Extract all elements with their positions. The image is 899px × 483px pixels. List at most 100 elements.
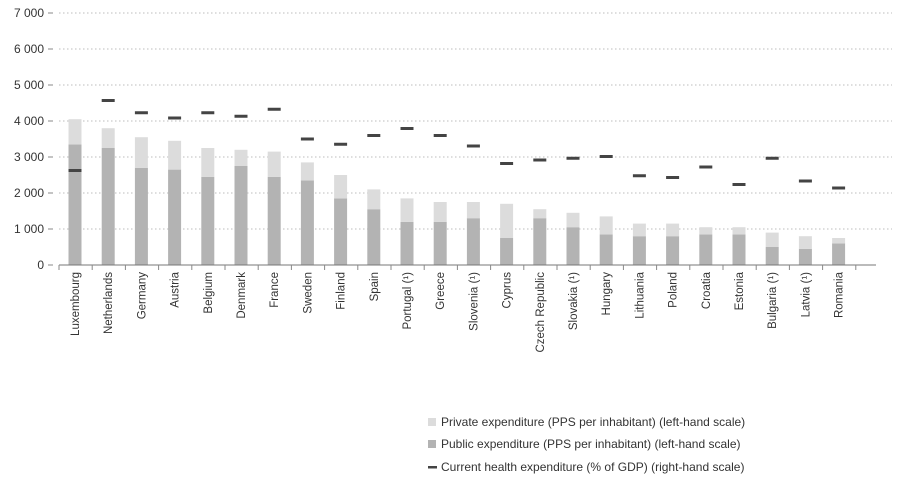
- x-category-label: Slovakia (¹): [568, 272, 580, 330]
- x-category-label: Belgium: [203, 272, 215, 314]
- y-tick-label: 1 000: [14, 222, 44, 236]
- bar-public: [500, 238, 514, 265]
- bar-public: [433, 221, 447, 265]
- bar-public: [168, 169, 182, 265]
- bar-private: [234, 149, 248, 166]
- y-tick-label: 0: [37, 258, 44, 272]
- x-category-label: Portugal (¹): [402, 272, 414, 330]
- bar-private: [699, 227, 713, 235]
- gdp-marker: [765, 156, 779, 160]
- bar-private: [101, 128, 115, 148]
- gdp-marker: [101, 99, 115, 102]
- gdp-marker: [334, 142, 348, 146]
- bar-public: [666, 236, 680, 265]
- x-category-label: France: [269, 272, 281, 308]
- gdp-marker: [400, 127, 414, 130]
- bar-private: [300, 162, 314, 181]
- bar-private: [334, 175, 348, 199]
- x-category-label: Romania: [834, 271, 846, 318]
- x-category-label: Finland: [336, 272, 348, 310]
- gdp-marker: [134, 111, 148, 115]
- bar-private: [168, 140, 182, 170]
- x-category-label: Czech Republic: [535, 272, 547, 353]
- gdp-marker: [666, 176, 680, 179]
- x-category-label: Slovenia (¹): [468, 272, 480, 331]
- bar-public: [68, 144, 82, 265]
- bar-public: [566, 227, 580, 265]
- bar-private: [267, 151, 281, 177]
- x-category-label: Lithuania: [634, 271, 646, 318]
- gdp-marker: [533, 158, 547, 162]
- legend-item-private: Private expenditure (PPS per inhabitant)…: [428, 415, 745, 429]
- y-axis-ticks: 7 000 6 000 5 000 4 000 3 000 2 000 1 000 0: [14, 6, 53, 272]
- y-tick-label: 7 000: [14, 6, 44, 20]
- bar-public: [101, 148, 115, 265]
- gdp-marker: [466, 144, 480, 148]
- x-category-label: Latvia (¹): [800, 272, 812, 318]
- x-category-label: Hungary: [601, 272, 613, 316]
- gdp-marker: [433, 134, 447, 137]
- bar-private: [466, 202, 480, 219]
- gdp-marker: [68, 169, 82, 172]
- bars: [68, 119, 846, 265]
- x-category-label: Denmark: [236, 272, 248, 319]
- bar-public: [234, 166, 248, 265]
- bar-private: [832, 238, 846, 244]
- legend: Private expenditure (PPS per inhabitant)…: [428, 415, 745, 474]
- bar-private: [68, 119, 82, 145]
- legend-label-public: Public expenditure (PPS per inhabitant) …: [441, 437, 741, 451]
- bar-public: [732, 234, 746, 265]
- y-tick-label: 4 000: [14, 114, 44, 128]
- bar-private: [566, 212, 580, 228]
- bar-private: [367, 189, 381, 210]
- bar-private: [201, 148, 215, 177]
- bar-private: [433, 202, 447, 222]
- x-category-label: Cyprus: [502, 272, 514, 309]
- x-axis-category-labels: Luxembourg Netherlands Germany Austria Belgi…: [58, 265, 857, 353]
- bar-public: [400, 221, 414, 265]
- gdp-marker: [234, 114, 248, 118]
- legend-item-public: Public expenditure (PPS per inhabitant) …: [428, 437, 741, 451]
- y-tick-label: 3 000: [14, 150, 44, 164]
- gdp-marker: [500, 162, 514, 165]
- bar-public: [599, 234, 613, 265]
- bar-private: [599, 216, 613, 235]
- bar-public: [300, 180, 314, 265]
- bar-private: [533, 209, 547, 219]
- gdp-marker: [632, 174, 646, 178]
- bar-public: [201, 176, 215, 265]
- gridlines: [59, 12, 892, 230]
- gdp-marker: [267, 107, 281, 111]
- y-tick-label: 6 000: [14, 42, 44, 56]
- x-category-label: Germany: [136, 272, 148, 320]
- x-category-label: Netherlands: [103, 272, 115, 334]
- x-category-label: Luxembourg: [70, 272, 82, 336]
- bar-private: [666, 223, 680, 237]
- x-category-label: Estonia: [734, 271, 746, 310]
- gdp-markers: [68, 99, 846, 190]
- legend-label-gdp: Current health expenditure (% of GDP) (r…: [441, 460, 744, 474]
- gdp-marker: [699, 165, 713, 169]
- bar-private: [798, 236, 812, 249]
- gdp-marker: [798, 179, 812, 183]
- x-category-label: Sweden: [302, 272, 314, 314]
- bar-public: [798, 248, 812, 265]
- x-category-label: Poland: [668, 272, 680, 308]
- bar-private: [400, 198, 414, 222]
- bar-private: [500, 203, 514, 238]
- bar-private: [134, 137, 148, 168]
- bar-private: [732, 227, 746, 235]
- y-tick-label: 5 000: [14, 78, 44, 92]
- bar-public: [267, 176, 281, 265]
- bar-public: [466, 218, 480, 265]
- gdp-marker: [599, 155, 613, 158]
- bar-public: [765, 247, 779, 265]
- bar-public: [367, 209, 381, 265]
- gdp-marker: [832, 186, 846, 190]
- y-tick-label: 2 000: [14, 186, 44, 200]
- gdp-marker: [367, 134, 381, 137]
- gdp-marker: [201, 111, 215, 115]
- x-category-label: Spain: [369, 272, 381, 301]
